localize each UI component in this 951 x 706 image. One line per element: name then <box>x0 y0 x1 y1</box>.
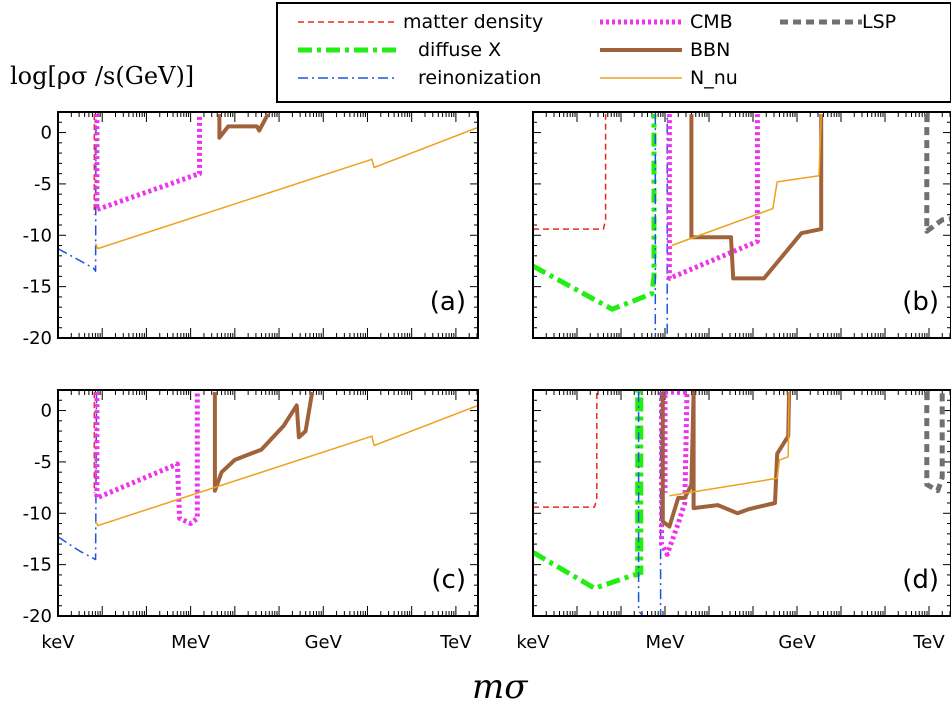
series-line-diffuse-x-b <box>533 114 657 312</box>
panel-d: keV MeV GeV TeV (d) <box>516 389 951 653</box>
series-d <box>533 390 945 616</box>
series-line-reinonization-a <box>58 114 97 272</box>
y-tick-label: -5 <box>34 174 52 195</box>
legend-label-diffuse-x: diffuse X <box>418 39 501 61</box>
plot-frame-a <box>57 111 479 339</box>
panel-b: (b) <box>532 111 951 339</box>
legend: matter density diffuse X reinonization CMB B… <box>276 2 951 103</box>
legend-label-lsp: LSP <box>862 11 896 33</box>
series-line-n-nu-b <box>671 114 822 247</box>
series-line-matter-density-d <box>533 392 598 508</box>
legend-label-n-nu: N_nu <box>690 67 738 89</box>
y-tick-label: 0 <box>41 123 52 144</box>
y-tick-label: -15 <box>23 277 52 298</box>
ticks-a <box>57 111 478 339</box>
x-tick-label-gev: GeV <box>305 632 343 653</box>
series-a <box>58 113 478 272</box>
y-tick-label: -20 <box>23 328 52 349</box>
series-line-cmb-b <box>666 114 760 281</box>
legend-label-bbn: BBN <box>690 39 730 61</box>
x-tick-label-mev: MeV <box>171 632 211 653</box>
series-line-n-nu-c <box>94 404 478 527</box>
series-c <box>58 391 478 561</box>
legend-label-matter-density: matter density <box>403 11 543 33</box>
plot-frame-c <box>57 389 479 617</box>
y-axis-label: log[ρσ /s(GeV)] <box>10 62 194 90</box>
series-line-cmb-c <box>94 392 200 526</box>
y-tick-label: -10 <box>23 225 52 246</box>
panels: 0 -5 -10 -15 -20 (a) (b) 0 -5 -10 -15 -20 keV MeV GeV T… <box>23 111 951 653</box>
plot-frame-d <box>532 389 951 617</box>
x-tick-label-kev: keV <box>41 632 75 653</box>
series-line-lsp-d <box>924 392 945 494</box>
series-line-bbn-c <box>212 391 315 493</box>
series-line-bbn-d <box>660 390 792 529</box>
series-line-n-nu-a <box>94 126 478 250</box>
series-line-n-nu-d <box>669 392 790 497</box>
x-tick-label-tev: TeV <box>912 632 945 653</box>
panel-label-a: (a) <box>430 287 466 317</box>
y-tick-label: -15 <box>23 555 52 576</box>
series-b <box>533 114 951 338</box>
series-line-matter-density-b <box>533 114 607 230</box>
y-tick-label: 0 <box>41 401 52 422</box>
x-axis-label: mσ <box>472 667 528 706</box>
series-line-lsp-b <box>924 114 951 234</box>
series-line-cmb-a <box>94 114 202 213</box>
panel-label-d: (d) <box>902 565 939 595</box>
series-line-bbn-b <box>689 114 824 281</box>
panel-label-c: (c) <box>431 565 466 595</box>
y-tick-label: -20 <box>23 606 52 627</box>
series-line-reinonization-b <box>654 114 668 338</box>
panel-a: 0 -5 -10 -15 -20 (a) <box>23 111 479 349</box>
panel-label-b: (b) <box>902 287 939 317</box>
y-tick-label: -5 <box>34 452 52 473</box>
x-tick-label-mev: MeV <box>646 632 686 653</box>
series-line-reinonization-d <box>637 392 662 616</box>
series-line-reinonization-c <box>58 392 98 561</box>
ticks-c <box>57 389 478 617</box>
plot-frame-b <box>532 111 951 339</box>
x-tick-label-gev: GeV <box>778 632 816 653</box>
series-line-bbn-a <box>217 113 270 140</box>
legend-label-reinonization: reinonization <box>418 67 541 89</box>
series-line-diffuse-x-d <box>533 390 644 591</box>
y-tick-label: -10 <box>23 503 52 524</box>
legend-box <box>276 2 951 103</box>
x-tick-label-kev: keV <box>516 632 550 653</box>
series-line-cmb-d <box>659 390 690 557</box>
panel-c: 0 -5 -10 -15 -20 keV MeV GeV TeV (c) <box>23 389 479 653</box>
legend-label-cmb: CMB <box>690 11 733 33</box>
ticks-b <box>532 111 951 339</box>
x-tick-label-tev: TeV <box>439 632 472 653</box>
